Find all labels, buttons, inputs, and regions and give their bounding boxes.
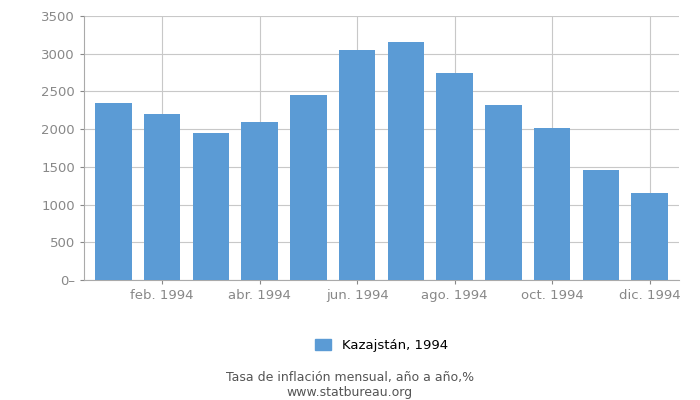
Bar xyxy=(485,105,522,280)
Legend: Kazajstán, 1994: Kazajstán, 1994 xyxy=(315,339,448,352)
Bar xyxy=(631,192,668,280)
Bar xyxy=(534,128,570,280)
Bar xyxy=(290,95,327,280)
Bar xyxy=(339,50,375,280)
Bar xyxy=(582,170,620,280)
Text: www.statbureau.org: www.statbureau.org xyxy=(287,386,413,399)
Bar xyxy=(144,114,181,280)
Bar xyxy=(241,122,278,280)
Bar xyxy=(436,72,473,280)
Text: Tasa de inflación mensual, año a año,%: Tasa de inflación mensual, año a año,% xyxy=(226,372,474,384)
Bar xyxy=(388,42,424,280)
Bar xyxy=(95,103,132,280)
Bar xyxy=(193,133,229,280)
